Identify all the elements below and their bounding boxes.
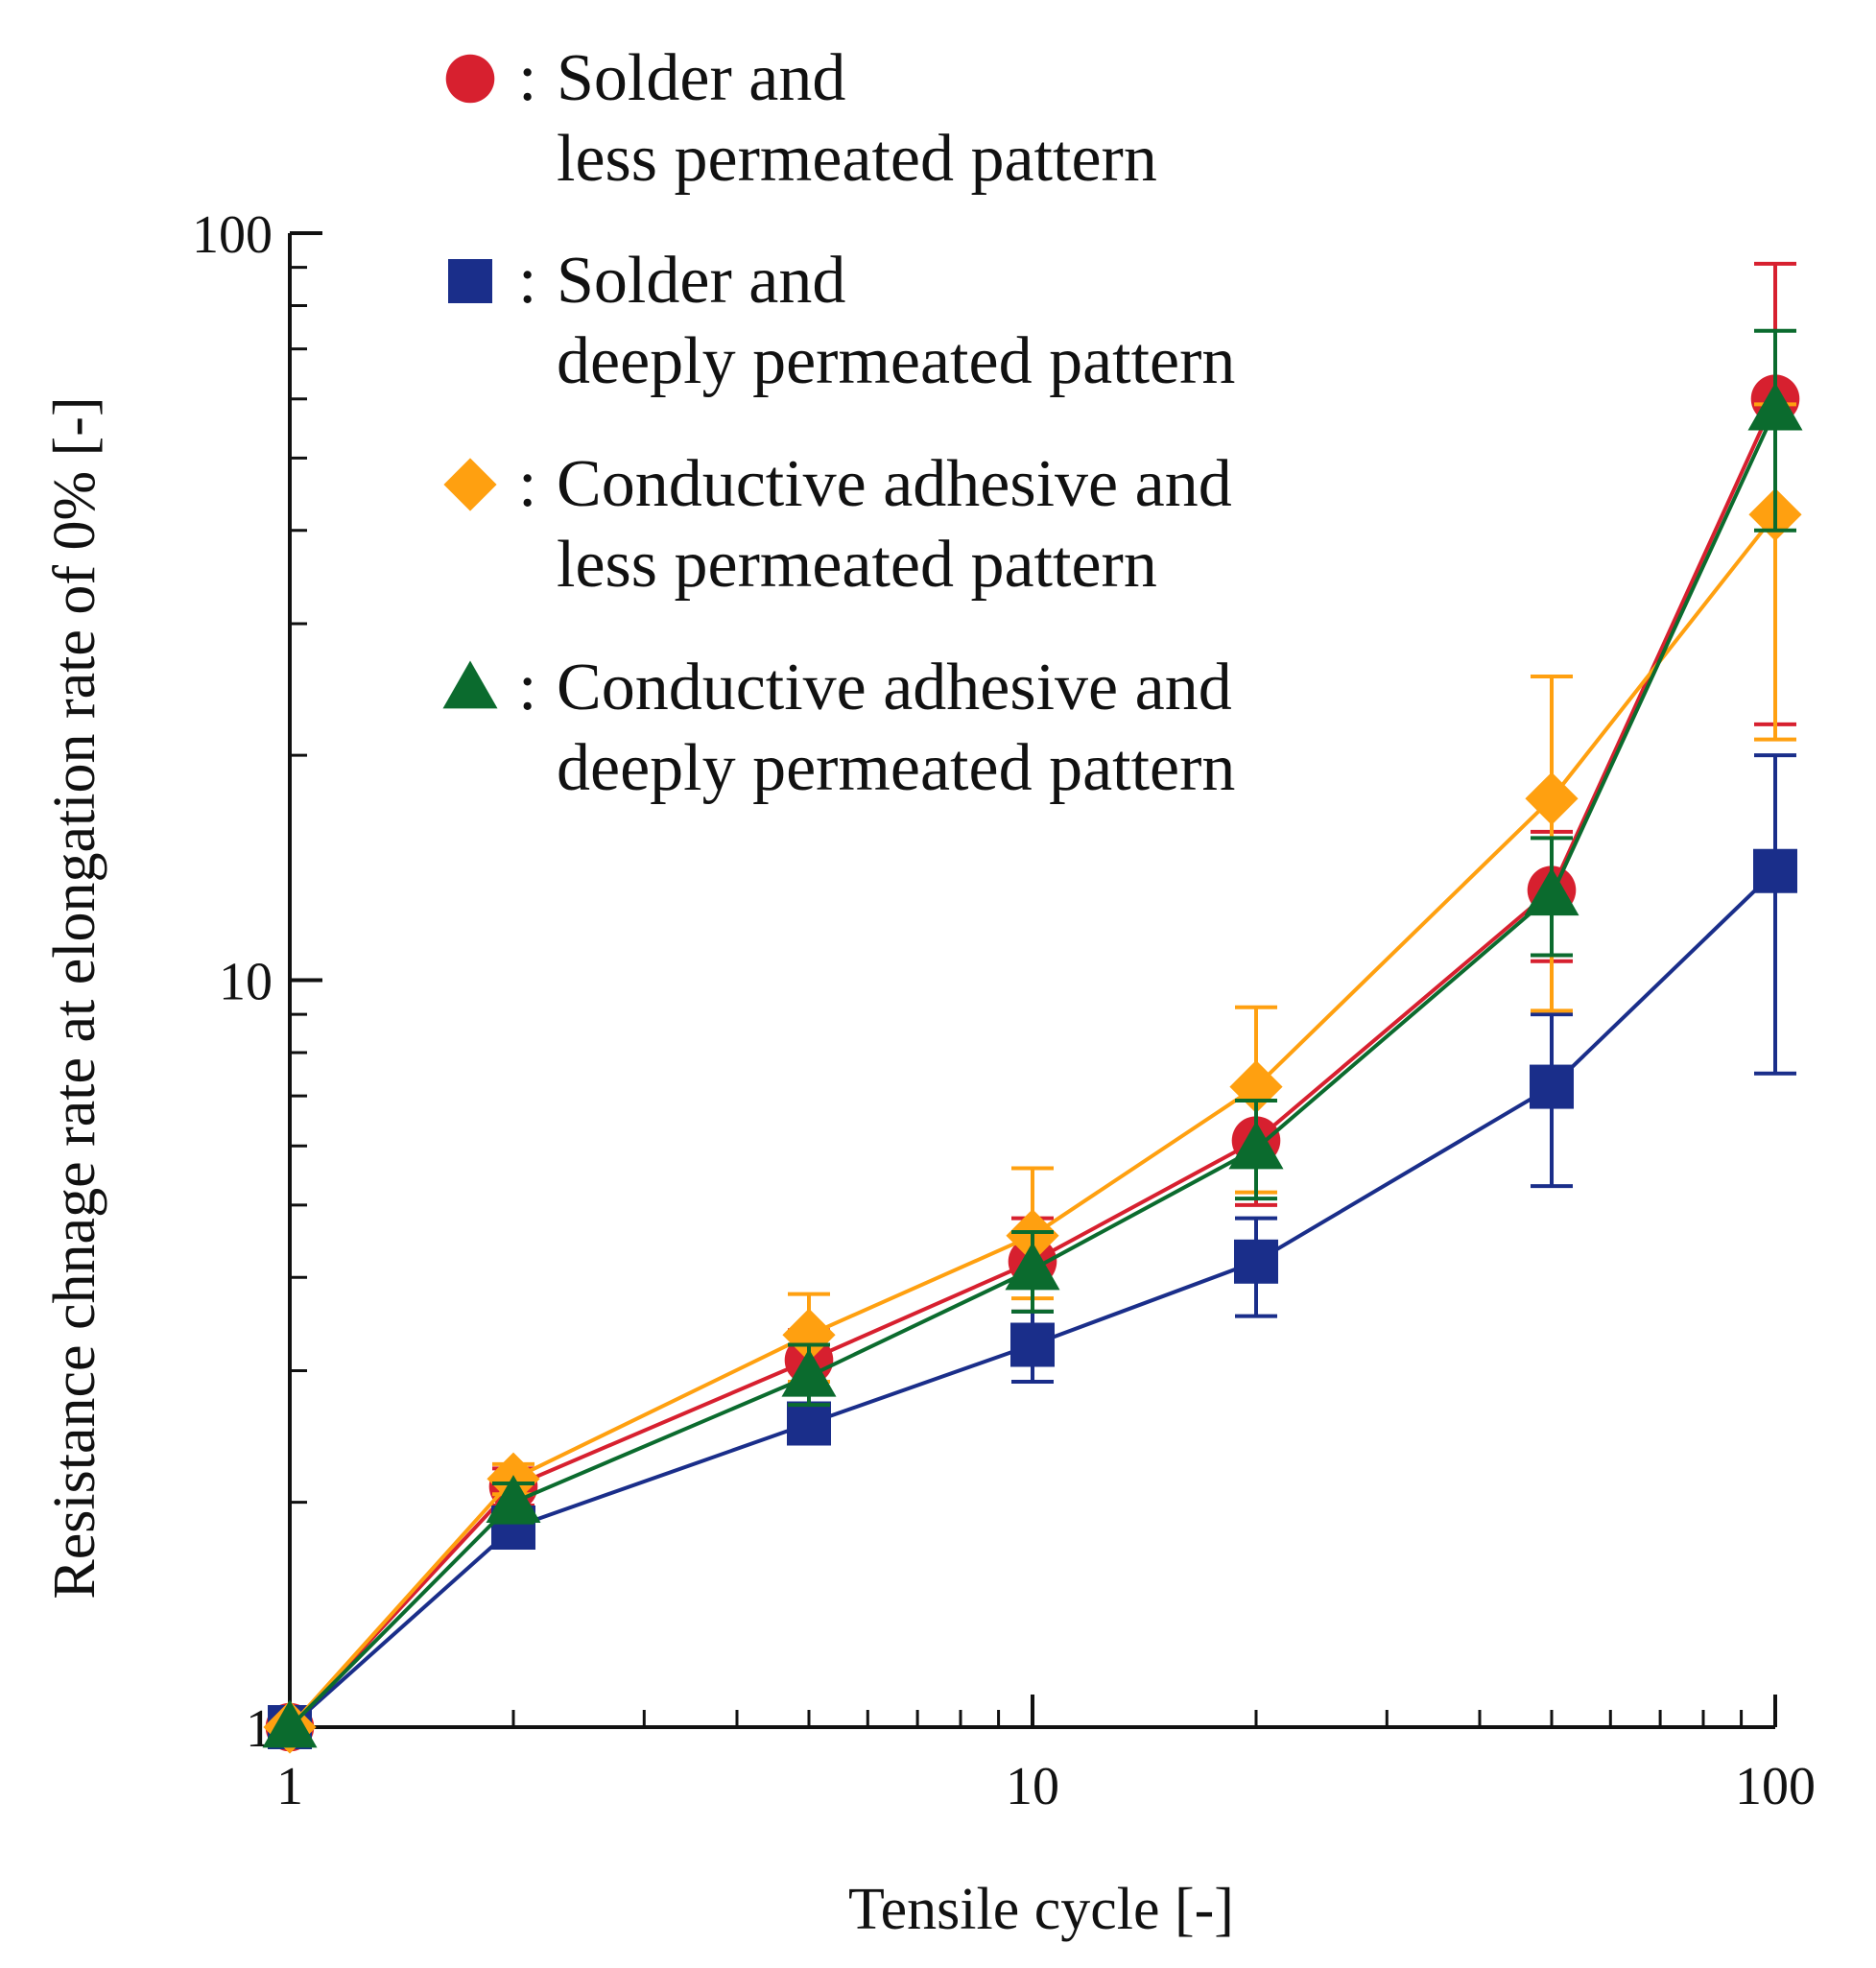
data-point [1005, 1242, 1060, 1291]
legend-label-line: deeply permeated pattern [557, 731, 1235, 805]
series-triangle [262, 328, 1803, 1748]
data-point [1228, 1121, 1284, 1170]
data-point [781, 1348, 837, 1397]
data-point [1524, 867, 1579, 916]
data-point [262, 1699, 318, 1748]
x-axis-title: Tensile cycle [-] [848, 1877, 1234, 1942]
y-axis-title: Resistance chnage rate at elongation rat… [42, 396, 107, 1599]
legend-label-line: less permeated pattern [557, 122, 1157, 196]
legend-colon: : [518, 651, 536, 724]
legend-marker-triangle [442, 660, 498, 709]
series-layer [262, 261, 1803, 1754]
data-point [1525, 771, 1579, 825]
series-square [268, 753, 1797, 1749]
legend-marker-square [448, 259, 492, 303]
x-tick-label: 1 [276, 1757, 303, 1816]
legend-label-line: Solder and [557, 244, 845, 318]
data-point [1530, 1064, 1575, 1109]
data-point [782, 1308, 836, 1362]
legend-label-line: less permeated pattern [557, 528, 1157, 602]
data-point [787, 1401, 832, 1446]
data-point [1010, 1322, 1055, 1367]
y-tick-label: 100 [192, 205, 273, 265]
y-tick-label: 10 [219, 953, 273, 1012]
legend-label-line: Conductive adhesive and [557, 447, 1232, 521]
legend-label-line: Solder and [557, 41, 845, 115]
legend-marker-circle [445, 54, 495, 104]
legend-colon: : [518, 41, 536, 115]
x-tick-label: 100 [1735, 1757, 1816, 1816]
data-point [486, 1475, 541, 1524]
data-point [1753, 848, 1797, 893]
x-tick-label: 10 [1006, 1757, 1059, 1816]
legend-colon: : [518, 244, 536, 318]
data-point [1747, 382, 1803, 431]
legend-colon: : [518, 447, 536, 521]
legend-label-line: Conductive adhesive and [557, 651, 1232, 724]
data-point [1233, 1239, 1278, 1284]
legend-marker-diamond [443, 458, 497, 511]
legend-label-line: deeply permeated pattern [557, 324, 1235, 398]
